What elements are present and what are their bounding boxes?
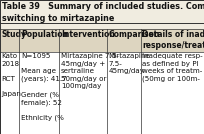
Text: Details of inad-
response/treat-: Details of inad- response/treat-: [142, 30, 204, 50]
Text: Population: Population: [21, 30, 68, 39]
Bar: [0, 29, 204, 52]
Text: Study: Study: [2, 30, 27, 39]
Text: Table 39   Summary of included studies. Comparison 38. Au
switching to mirtazapi: Table 39 Summary of included studies. Co…: [2, 2, 204, 23]
Text: N=1095

Mean age
(years): 41.7

Gender (%
female): 52

Ethnicity (%: N=1095 Mean age (years): 41.7 Gender (% …: [21, 53, 67, 121]
Text: Comparison: Comparison: [109, 30, 160, 39]
Text: Kato
2018

RCT

Japan: Kato 2018 RCT Japan: [2, 53, 21, 97]
Text: Inadequate resp-
as defined by PI
weeks of treatm-
(50mg or 100m-: Inadequate resp- as defined by PI weeks …: [142, 53, 203, 82]
Text: Intervention: Intervention: [61, 30, 115, 39]
Text: Mirtazapine 7.5-
45mg/day +
sertraline
50mg/day or
100mg/day: Mirtazapine 7.5- 45mg/day + sertraline 5…: [61, 53, 119, 89]
Text: Mirtazapine
7.5-
45mg/day: Mirtazapine 7.5- 45mg/day: [109, 53, 151, 74]
Bar: [0, 0, 204, 23]
Bar: [0, 29, 204, 134]
